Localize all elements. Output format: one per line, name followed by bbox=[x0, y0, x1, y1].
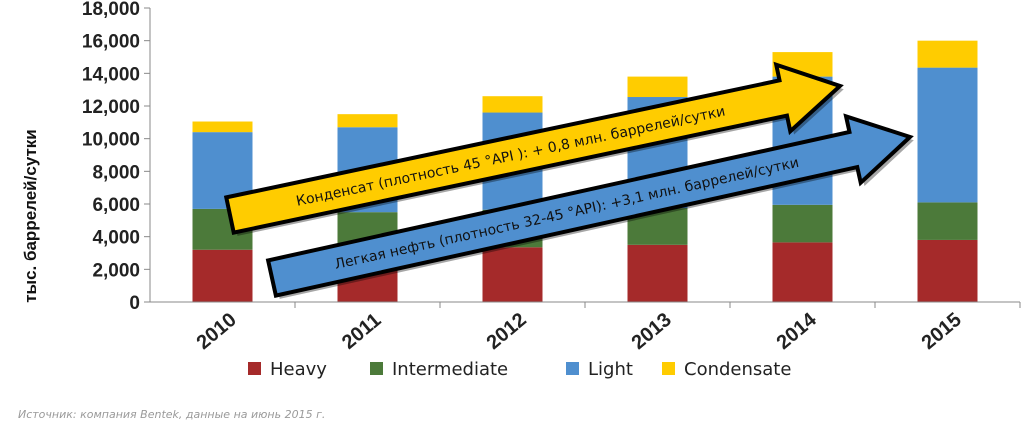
y-tick-label: 16,000 bbox=[82, 32, 140, 53]
condensate-arrow-shape bbox=[223, 61, 844, 235]
y-tick-label: 8,000 bbox=[92, 162, 140, 183]
bar-condensate-2015 bbox=[917, 40, 978, 68]
y-tick-label: 14,000 bbox=[82, 64, 140, 85]
y-tick-label: 2,000 bbox=[92, 260, 140, 281]
y-axis-label: тыс. баррелей/сутки bbox=[21, 129, 40, 303]
bar-condensate-2013 bbox=[627, 76, 688, 98]
x-tick-label: 2012 bbox=[483, 309, 531, 354]
bar-light-2015 bbox=[917, 67, 978, 203]
light-oil-arrow-shape bbox=[265, 113, 914, 298]
y-tick-label: 6,000 bbox=[92, 195, 140, 216]
bar-condensate-2010 bbox=[192, 121, 253, 133]
x-tick-label: 2011 bbox=[338, 309, 385, 354]
bar-condensate-2012 bbox=[482, 96, 543, 113]
legend-swatch-intermediate bbox=[370, 362, 383, 375]
legend-label-condensate: Condensate bbox=[684, 359, 791, 380]
legend-swatch-light bbox=[566, 362, 579, 375]
axes-group: 0 2,000 4,000 6,000 8,000 10,000 12,000 14,000 1… bbox=[21, 0, 1021, 354]
bar-intermediate-2014 bbox=[772, 204, 833, 243]
legend: Heavy Intermediate Light Condensate bbox=[248, 359, 791, 380]
legend-label-light: Light bbox=[588, 359, 633, 380]
bar-heavy-2013 bbox=[627, 244, 688, 302]
bar-intermediate-2015 bbox=[917, 202, 978, 240]
y-tick-label: 0 bbox=[129, 293, 140, 314]
bar-heavy-2010 bbox=[192, 249, 253, 302]
legend-swatch-condensate bbox=[662, 362, 675, 375]
x-tick-label: 2014 bbox=[773, 308, 822, 354]
legend-label-heavy: Heavy bbox=[270, 359, 327, 380]
bar-condensate-2011 bbox=[337, 114, 398, 128]
bar-heavy-2012 bbox=[482, 247, 543, 302]
source-note: Источник: компания Bentek, данные на июн… bbox=[18, 408, 326, 421]
y-tick-label: 10,000 bbox=[82, 130, 140, 151]
y-tick-label: 4,000 bbox=[92, 228, 140, 249]
y-tick-label: 12,000 bbox=[82, 97, 140, 118]
x-tick-label: 2013 bbox=[628, 309, 676, 354]
bar-heavy-2015 bbox=[917, 239, 978, 302]
x-tick-label: 2015 bbox=[918, 309, 966, 354]
legend-swatch-heavy bbox=[248, 362, 261, 375]
legend-label-intermediate: Intermediate bbox=[392, 359, 508, 380]
bar-heavy-2014 bbox=[772, 242, 833, 302]
y-tick-label: 18,000 bbox=[82, 0, 140, 20]
x-tick-label: 2010 bbox=[193, 309, 241, 354]
